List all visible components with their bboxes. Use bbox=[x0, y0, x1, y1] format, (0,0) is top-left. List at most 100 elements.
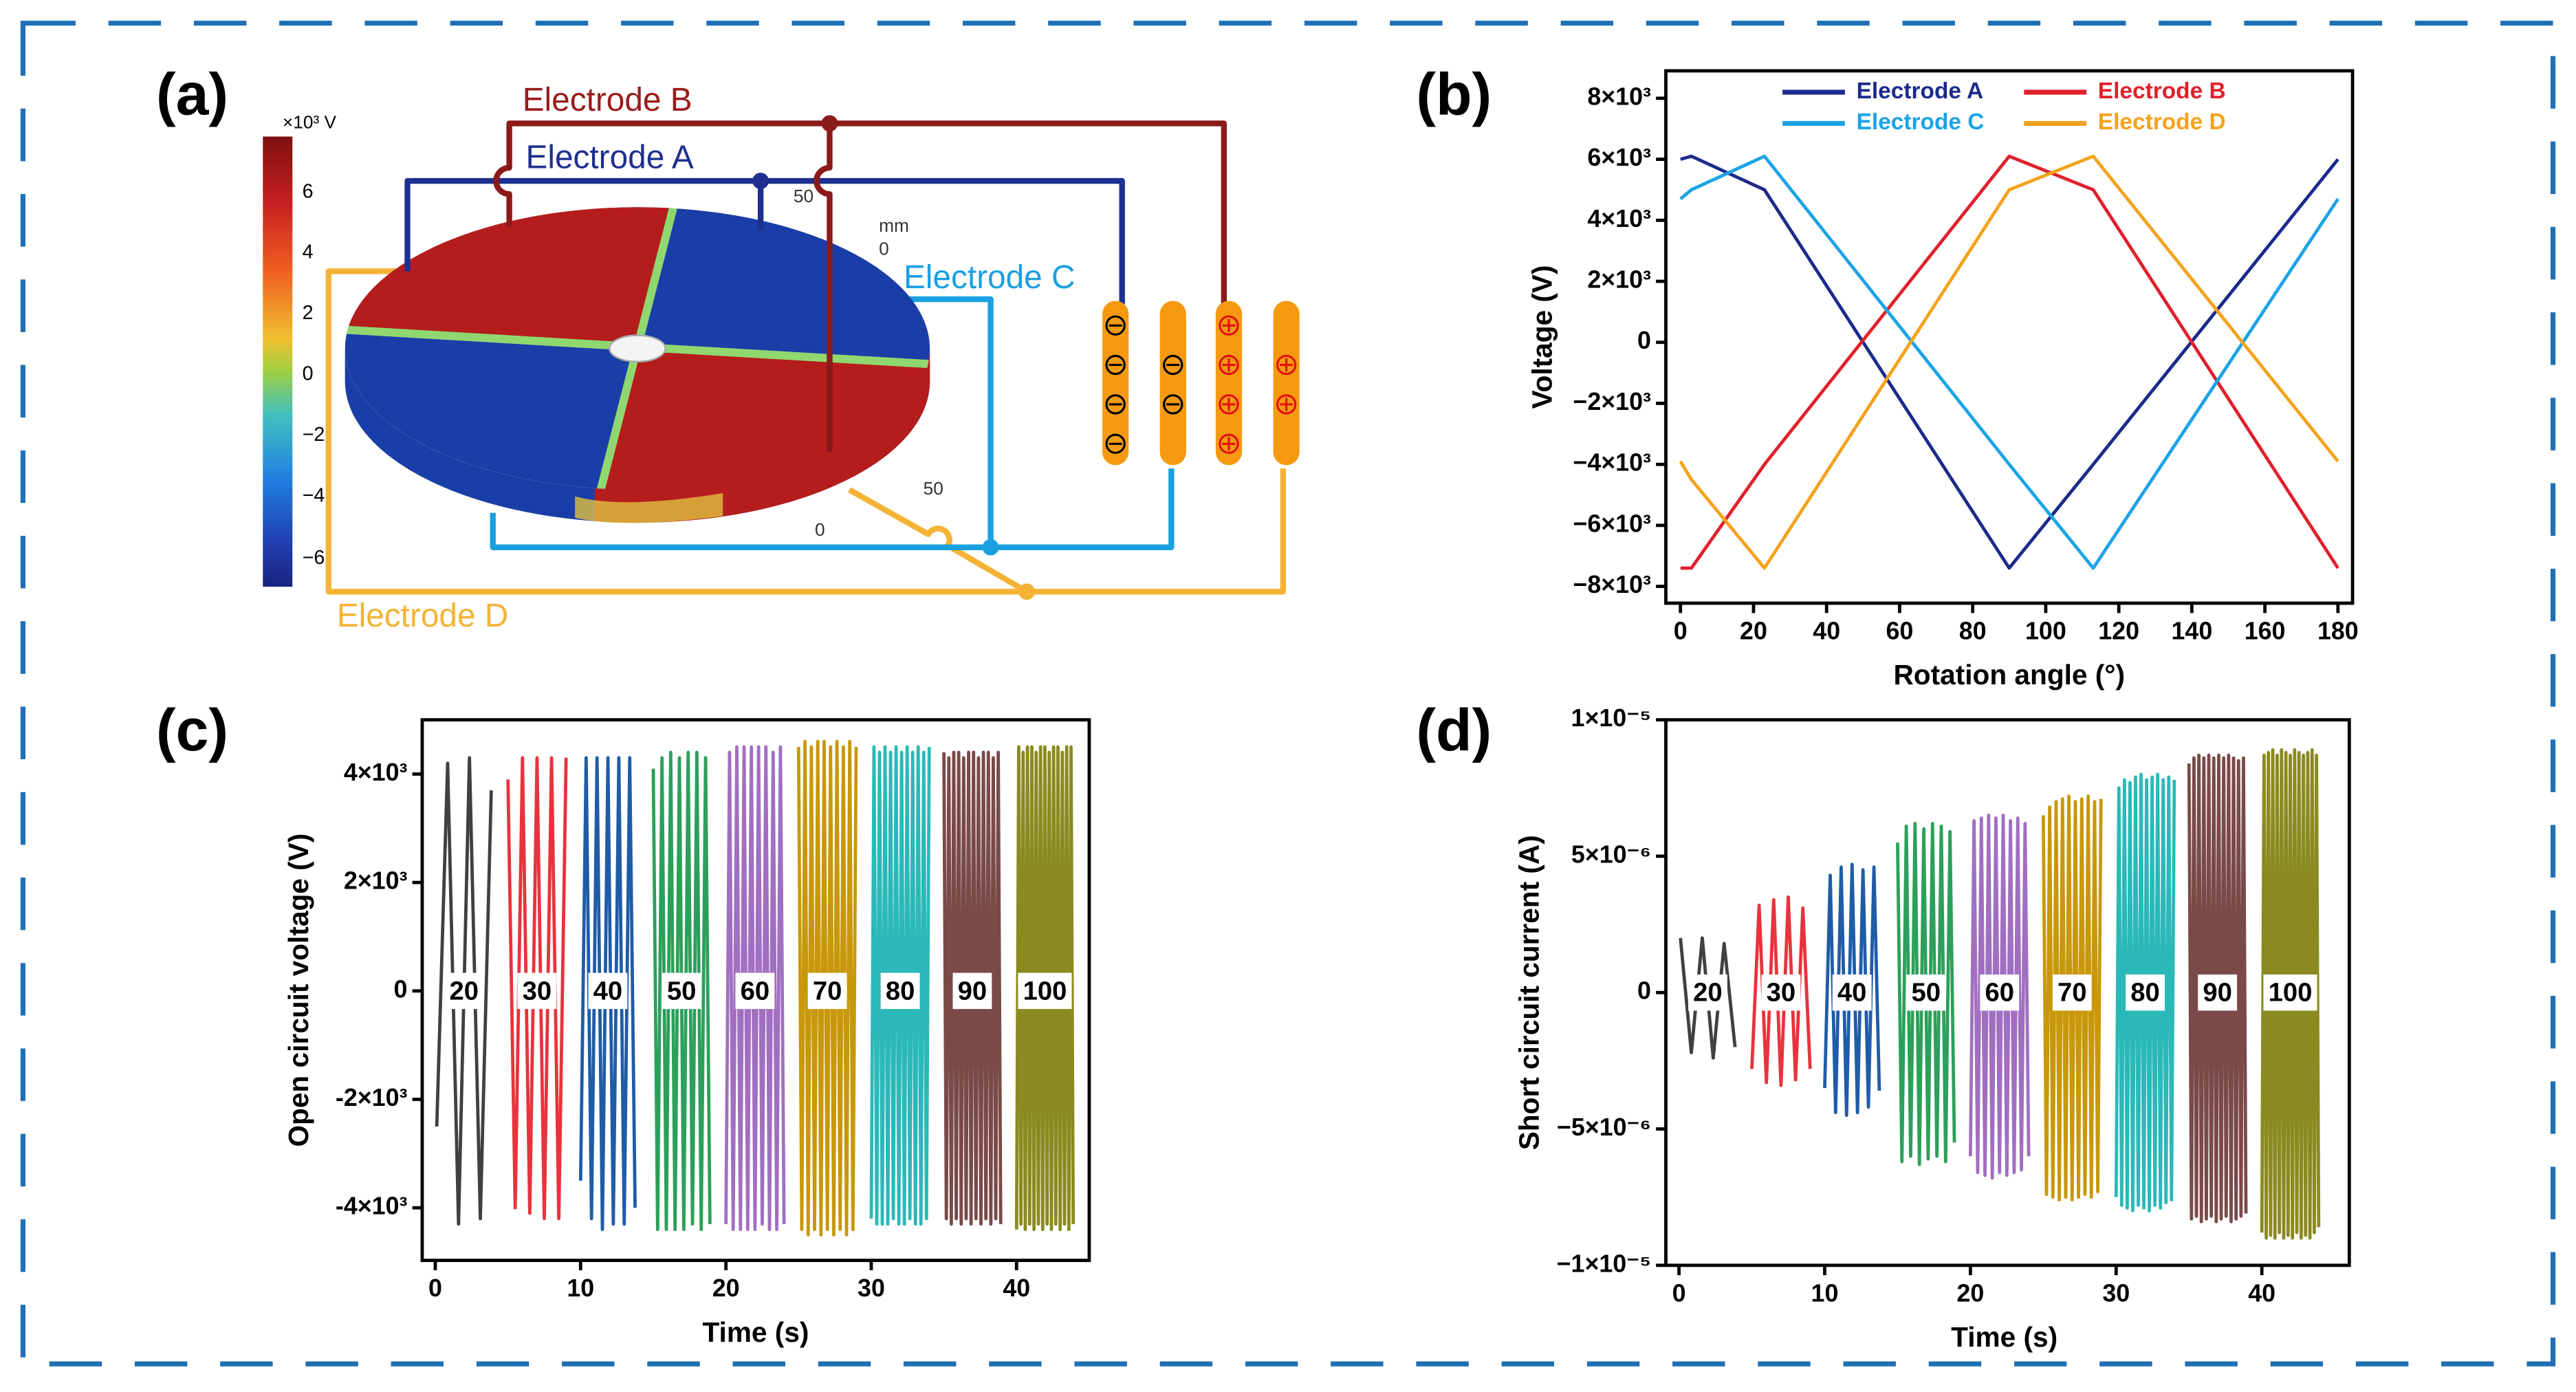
disk-side bbox=[594, 348, 930, 523]
y-tick-label: 8×10³ bbox=[1587, 83, 1651, 110]
series-label: 50 bbox=[1911, 978, 1941, 1008]
x-tick-label: 10 bbox=[567, 1274, 594, 1302]
plot-frame bbox=[1664, 69, 2355, 605]
y-tick-label: 1×10⁻⁵ bbox=[1571, 704, 1651, 732]
electrode-label: Electrode B bbox=[523, 82, 692, 118]
capsule bbox=[1102, 301, 1129, 466]
series-line bbox=[506, 756, 568, 1221]
series-line bbox=[1679, 154, 2339, 570]
colorbar-tick: 0 bbox=[303, 363, 314, 385]
colorbar-tick: −2 bbox=[303, 424, 325, 446]
series-label-box bbox=[2263, 974, 2317, 1011]
legend-label: Electrode D bbox=[2098, 109, 2226, 135]
electrode-label: Electrode D bbox=[337, 598, 509, 634]
panel-label: (b) bbox=[1416, 61, 1492, 127]
x-tick-label: 0 bbox=[1672, 1279, 1686, 1307]
x-axis-label: Rotation angle (°) bbox=[1893, 659, 2125, 690]
series-label: 70 bbox=[813, 976, 842, 1005]
y-tick-label: −2×10³ bbox=[1573, 388, 1651, 415]
y-tick-label: −5×10⁻⁶ bbox=[1557, 1113, 1651, 1141]
series-label: 40 bbox=[593, 976, 623, 1005]
series-label-box bbox=[735, 972, 775, 1010]
wire-c bbox=[490, 296, 1175, 550]
wire-d bbox=[325, 268, 1287, 595]
y-tick-label: 5×10⁻⁶ bbox=[1571, 840, 1651, 868]
x-tick-label: 100 bbox=[2025, 617, 2066, 644]
x-tick-label: 30 bbox=[2102, 1279, 2130, 1307]
series-line bbox=[724, 745, 786, 1232]
series-label: 100 bbox=[1023, 976, 1067, 1005]
series-label: 60 bbox=[741, 976, 770, 1005]
junction bbox=[982, 539, 999, 556]
wire-b bbox=[493, 120, 1227, 453]
colorbar-unit: ×10³ V bbox=[283, 111, 337, 132]
series-label: 30 bbox=[523, 976, 552, 1005]
x-tick-label: 0 bbox=[428, 1274, 442, 1302]
y-tick-label: 0 bbox=[1637, 327, 1651, 354]
panel-label: (c) bbox=[156, 697, 228, 763]
series-label-box bbox=[444, 972, 484, 1010]
series-label-box bbox=[1832, 974, 1872, 1011]
y-axis-label: Open circuit voltage (V) bbox=[283, 834, 314, 1147]
axis-label-3d: mm bbox=[879, 215, 909, 236]
electrode-label: Electrode A bbox=[525, 140, 693, 176]
series-label-box bbox=[1688, 974, 1727, 1011]
junction bbox=[1018, 583, 1036, 600]
series-label-box bbox=[1761, 974, 1801, 1011]
series-label: 80 bbox=[886, 976, 915, 1005]
x-tick-label: 140 bbox=[2171, 617, 2212, 644]
series-label-box bbox=[807, 972, 847, 1010]
electrode-label: Electrode C bbox=[904, 259, 1076, 296]
charge-capsules bbox=[1102, 301, 1300, 466]
y-tick-label: 2×10³ bbox=[1587, 266, 1651, 294]
x-tick-label: 120 bbox=[2098, 617, 2139, 644]
y-tick-label: 0 bbox=[394, 975, 408, 1003]
series-label: 60 bbox=[1985, 978, 2014, 1008]
series-label-box bbox=[517, 972, 557, 1010]
series-label: 20 bbox=[449, 976, 479, 1005]
series-label: 50 bbox=[667, 976, 697, 1005]
x-tick-label: 10 bbox=[1811, 1279, 1839, 1307]
series-line bbox=[578, 756, 637, 1232]
disk-side-edge bbox=[575, 492, 723, 523]
series-label-box bbox=[2052, 974, 2092, 1011]
x-tick-label: 20 bbox=[1956, 1279, 1984, 1307]
legend-label: Electrode A bbox=[1857, 78, 1984, 104]
series-label-box bbox=[662, 972, 701, 1010]
series-line bbox=[2260, 748, 2321, 1240]
y-axis-label: Voltage (V) bbox=[1526, 265, 1558, 409]
series-label-box bbox=[2126, 974, 2165, 1011]
series-label: 70 bbox=[2057, 978, 2087, 1008]
y-tick-label: 4×10³ bbox=[1587, 205, 1651, 232]
y-tick-label: −8×10³ bbox=[1573, 571, 1651, 598]
axis-label-3d: 0 bbox=[879, 238, 889, 259]
frame-border bbox=[20, 21, 2556, 1367]
series-line bbox=[1750, 895, 1812, 1087]
x-tick-label: 0 bbox=[1674, 617, 1688, 644]
junction bbox=[821, 115, 838, 132]
series-label: 90 bbox=[958, 976, 987, 1005]
x-axis-label: Time (s) bbox=[1951, 1321, 2057, 1353]
series-label-box bbox=[588, 972, 628, 1010]
x-tick-label: 180 bbox=[2317, 617, 2359, 644]
series-line bbox=[1680, 154, 2339, 570]
series-line bbox=[1679, 154, 2339, 570]
colorbar-ticks: 6 4 2 0 −2 −4 −6 bbox=[303, 180, 325, 569]
y-tick-label: 4×10³ bbox=[344, 759, 408, 786]
y-tick-label: −6×10³ bbox=[1573, 510, 1651, 537]
series-label: 90 bbox=[2203, 978, 2232, 1008]
series-label: 80 bbox=[2130, 978, 2160, 1008]
colorbar-tick: 2 bbox=[303, 302, 314, 324]
series-label: 30 bbox=[1767, 978, 1796, 1008]
panel-a: (a) ×10³ V 6 4 2 0 −2 −4 −6 bbox=[156, 61, 1300, 634]
series-line bbox=[1823, 862, 1881, 1118]
colorbar-tick: −4 bbox=[303, 484, 325, 506]
plus-signs bbox=[1219, 315, 1297, 454]
colorbar-tick: 4 bbox=[303, 241, 314, 263]
series-label-box bbox=[1980, 974, 2020, 1011]
colorbar bbox=[263, 136, 293, 587]
capsule bbox=[1273, 301, 1300, 466]
x-tick-label: 40 bbox=[1003, 1274, 1030, 1302]
series-line bbox=[1968, 814, 2031, 1180]
